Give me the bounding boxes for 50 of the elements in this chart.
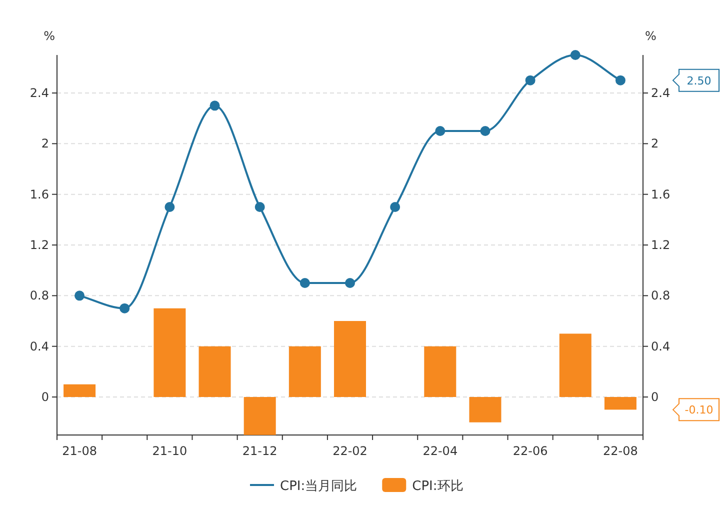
point	[615, 75, 626, 86]
point	[74, 290, 85, 301]
bar	[64, 384, 96, 397]
bar	[244, 397, 276, 435]
y-tick-label: 1.6	[30, 187, 49, 202]
y2-tick-label: 1.2	[651, 238, 670, 252]
bar	[288, 346, 321, 397]
x-tick-label: 21-12	[242, 444, 278, 458]
bar	[559, 334, 592, 397]
y-axis-title: %	[44, 29, 55, 43]
x-tick-label: 22-08	[603, 444, 638, 458]
y2-tick-label: 2	[651, 136, 659, 151]
x-tick-label: 22-06	[512, 444, 548, 458]
y2-tick-label: 0.4	[651, 339, 670, 354]
point	[120, 303, 130, 314]
point	[345, 278, 355, 288]
point	[254, 202, 265, 212]
point	[390, 202, 400, 212]
bar	[154, 308, 186, 397]
y2-tick-label: 2.4	[651, 86, 670, 100]
x-tick-label: 21-08	[62, 444, 97, 458]
point	[435, 126, 446, 136]
y-tick-label: 1.2	[30, 238, 49, 252]
y2-tick-label: 0	[651, 390, 659, 404]
point	[210, 100, 220, 111]
bar	[604, 397, 636, 410]
y-tick-label: 2	[41, 136, 49, 151]
y-tick-label: 0.4	[30, 339, 49, 354]
y-tick-label: 0	[41, 390, 49, 404]
point	[480, 126, 490, 136]
text: -0.10	[684, 404, 714, 417]
point	[300, 278, 310, 288]
legend-label: CPI:环比	[412, 479, 464, 494]
x-tick-label: 21-10	[152, 444, 188, 458]
legend-label: CPI:当月同比	[280, 479, 358, 494]
x-tick-label: 22-02	[332, 444, 368, 458]
text: 2.50	[686, 74, 712, 88]
y2-axis-title: %	[645, 29, 656, 43]
x-tick-label: 22-04	[422, 444, 458, 458]
bar	[198, 346, 231, 397]
bar	[334, 321, 366, 397]
bar	[469, 397, 502, 422]
y2-tick-label: 0.8	[651, 288, 670, 303]
point	[570, 50, 580, 60]
point	[164, 202, 175, 212]
bar	[424, 346, 456, 397]
point	[525, 75, 536, 86]
y-tick-label: 2.4	[30, 86, 49, 100]
y-tick-label: 0.8	[30, 288, 49, 303]
y2-tick-label: 1.6	[651, 187, 670, 202]
